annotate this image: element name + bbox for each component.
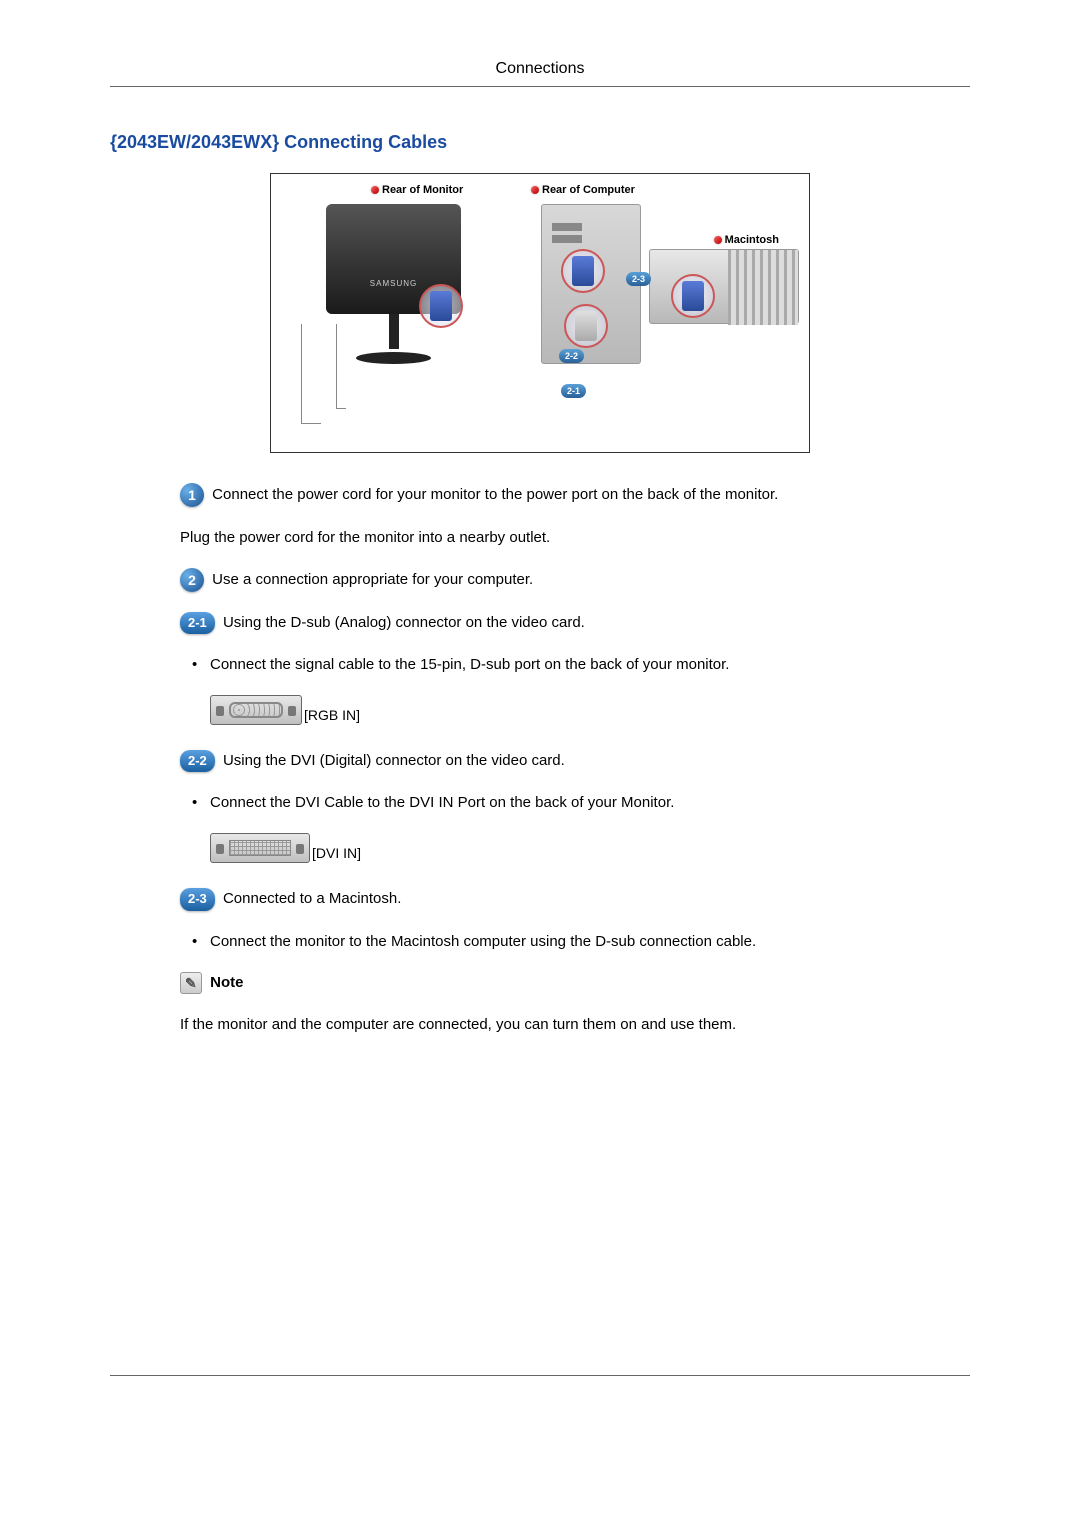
dvi-port-row: [DVI IN]	[180, 833, 970, 863]
red-dot-icon	[371, 186, 379, 194]
cable-line	[336, 324, 346, 409]
cable-line	[301, 324, 321, 424]
badge-1-icon: 1	[180, 483, 204, 507]
red-dot-icon	[714, 236, 722, 244]
badge-2-icon: 2	[180, 568, 204, 592]
port-callout-monitor	[419, 284, 463, 328]
sub-21-bullet: Connect the signal cable to the 15-pin, …	[180, 654, 970, 675]
sub-21-text: Using the D-sub (Analog) connector on th…	[223, 614, 585, 631]
rgb-port-row: [RGB IN]	[180, 695, 970, 725]
connector-icon	[575, 311, 597, 341]
sub-22-text: Using the DVI (Digital) connector on the…	[223, 752, 565, 769]
badge-23-icon: 2-3	[180, 888, 215, 910]
step-2-text: Use a connection appropriate for your co…	[212, 571, 533, 588]
connection-diagram: Rear of Monitor Rear of Computer Macinto…	[270, 173, 810, 453]
port-callout-dsub	[561, 249, 605, 293]
rgb-port-label: [RGB IN]	[304, 706, 360, 726]
page-header: Connections	[110, 60, 970, 87]
step-1-text2: Plug the power cord for the monitor into…	[180, 527, 970, 548]
content-body: 1 Connect the power cord for your monito…	[110, 483, 970, 1035]
sub-23-bullet: Connect the monitor to the Macintosh com…	[180, 931, 970, 952]
diagram-badge-21: 2-1	[561, 384, 586, 398]
badge-22-icon: 2-2	[180, 750, 215, 772]
dvi-port-label: [DVI IN]	[312, 844, 361, 864]
rgb-port-icon	[210, 695, 302, 725]
note-heading: Note	[180, 972, 970, 994]
monitor-stand-graphic	[371, 314, 416, 364]
connector-icon	[682, 281, 704, 311]
red-dot-icon	[531, 186, 539, 194]
note-label: Note	[210, 974, 243, 991]
mac-grille-graphic	[728, 250, 798, 325]
diagram-badge-23: 2-3	[626, 272, 651, 286]
note-text: If the monitor and the computer are conn…	[180, 1014, 970, 1035]
macintosh-graphic	[649, 249, 799, 324]
label-monitor: Rear of Monitor	[371, 184, 463, 196]
sub-22-bullet: Connect the DVI Cable to the DVI IN Port…	[180, 792, 970, 813]
note-icon	[180, 972, 202, 994]
dvi-port-icon	[210, 833, 310, 863]
header-title: Connections	[496, 60, 585, 77]
sub-23-line: 2-3 Connected to a Macintosh.	[180, 888, 970, 910]
step-1-text: Connect the power cord for your monitor …	[212, 486, 778, 503]
connector-icon	[572, 256, 594, 286]
badge-21-icon: 2-1	[180, 612, 215, 634]
footer-line	[110, 1375, 970, 1376]
port-callout-dvi	[564, 304, 608, 348]
sub-22-line: 2-2 Using the DVI (Digital) connector on…	[180, 750, 970, 772]
diagram-badge-22: 2-2	[559, 349, 584, 363]
section-title: {2043EW/2043EWX} Connecting Cables	[110, 132, 970, 153]
label-macintosh: Macintosh	[714, 234, 779, 246]
label-computer: Rear of Computer	[531, 184, 635, 196]
sub-21-line: 2-1 Using the D-sub (Analog) connector o…	[180, 612, 970, 634]
step-1-line: 1 Connect the power cord for your monito…	[180, 483, 970, 507]
sub-23-text: Connected to a Macintosh.	[223, 890, 401, 907]
port-callout-mac	[671, 274, 715, 318]
connector-icon	[430, 291, 452, 321]
step-2-line: 2 Use a connection appropriate for your …	[180, 568, 970, 592]
